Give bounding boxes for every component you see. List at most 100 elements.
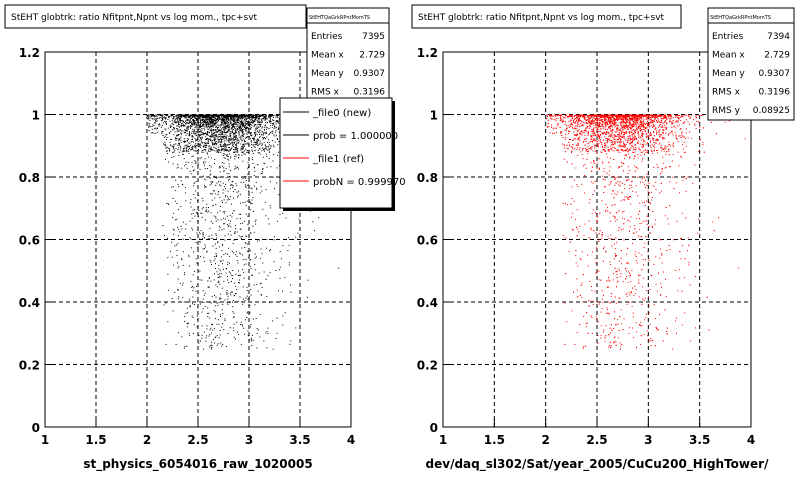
data-point	[191, 227, 193, 229]
data-point	[247, 173, 249, 175]
data-point	[215, 204, 217, 206]
data-point	[224, 146, 226, 148]
data-point	[213, 123, 215, 125]
data-point	[198, 124, 200, 126]
data-point	[264, 201, 266, 203]
data-point	[184, 141, 186, 142]
data-point	[250, 337, 252, 339]
data-point	[157, 128, 158, 129]
data-point	[189, 301, 191, 303]
data-point	[200, 230, 202, 232]
data-point	[247, 125, 249, 127]
data-point	[267, 218, 269, 220]
data-point	[212, 181, 214, 183]
data-point	[220, 144, 222, 146]
data-point	[155, 119, 157, 121]
data-point	[189, 220, 191, 222]
data-point	[221, 273, 223, 275]
data-point	[219, 260, 221, 262]
data-point	[232, 212, 234, 214]
data-point	[220, 219, 222, 221]
data-point	[209, 334, 211, 336]
data-point	[245, 242, 247, 244]
data-point	[185, 144, 187, 146]
data-point	[649, 232, 651, 234]
data-point	[181, 115, 183, 117]
data-point	[233, 210, 235, 212]
data-point	[172, 310, 174, 312]
data-point	[223, 268, 224, 270]
data-point	[236, 122, 238, 124]
data-point	[272, 144, 274, 146]
data-point	[164, 144, 166, 146]
data-point	[233, 282, 235, 284]
data-point	[261, 127, 263, 129]
data-point	[268, 114, 270, 116]
data-point	[275, 120, 277, 121]
data-point	[204, 114, 205, 116]
data-point	[644, 184, 646, 186]
data-point	[232, 243, 234, 244]
data-point	[194, 197, 196, 199]
data-point	[238, 119, 240, 121]
data-point	[267, 275, 269, 277]
data-point	[206, 209, 208, 211]
data-point	[242, 178, 244, 180]
data-point	[252, 211, 254, 212]
data-point	[196, 232, 198, 234]
data-point	[183, 132, 185, 134]
data-point	[227, 233, 229, 235]
data-point	[151, 114, 153, 116]
data-point	[202, 132, 204, 134]
data-point	[180, 146, 182, 148]
data-point	[168, 132, 170, 134]
data-point	[219, 330, 221, 331]
data-point	[209, 301, 211, 303]
data-point	[191, 148, 193, 150]
data-point	[685, 132, 687, 134]
data-point	[234, 225, 236, 227]
data-point	[236, 116, 238, 118]
data-point	[649, 133, 651, 135]
data-point	[225, 183, 227, 185]
data-point	[606, 118, 607, 120]
data-point	[222, 120, 224, 122]
data-point	[214, 122, 216, 124]
data-point	[231, 216, 233, 218]
data-point	[205, 146, 206, 148]
data-point	[215, 122, 217, 123]
data-point	[245, 119, 247, 121]
data-point	[210, 348, 212, 350]
data-point	[209, 130, 211, 132]
data-point	[270, 114, 272, 116]
data-point	[218, 118, 220, 120]
data-point	[176, 137, 178, 139]
data-point	[260, 173, 262, 175]
data-point	[180, 119, 182, 121]
data-point	[617, 337, 619, 339]
data-point	[219, 129, 221, 131]
data-point	[247, 168, 249, 170]
data-point	[177, 134, 179, 135]
data-point	[215, 120, 217, 122]
data-point	[203, 301, 205, 303]
data-point	[257, 116, 258, 118]
data-point	[205, 142, 207, 144]
data-point	[191, 130, 193, 132]
data-point	[610, 126, 612, 128]
data-point	[244, 201, 246, 203]
data-point	[552, 118, 554, 120]
data-point	[270, 166, 272, 168]
data-point	[552, 128, 554, 130]
data-point	[219, 210, 221, 212]
data-point	[222, 133, 224, 135]
data-point	[628, 133, 630, 134]
data-point	[195, 211, 197, 213]
data-point	[236, 185, 238, 187]
data-point	[254, 269, 256, 271]
data-point	[630, 281, 632, 282]
data-point	[175, 143, 177, 145]
data-point	[186, 122, 188, 124]
data-point	[217, 118, 219, 120]
data-point	[232, 125, 233, 127]
